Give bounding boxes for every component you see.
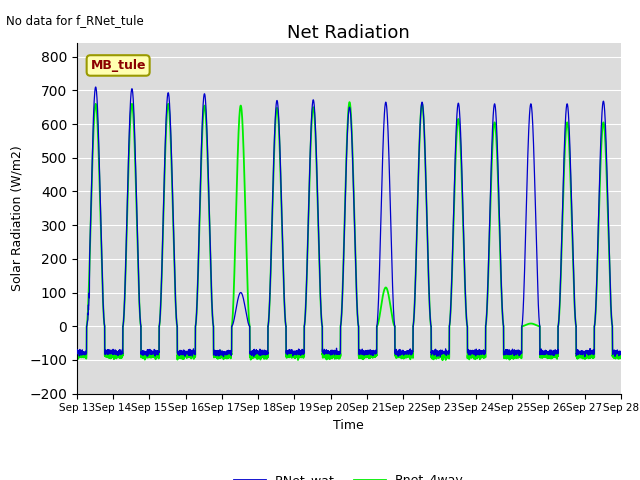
Y-axis label: Solar Radiation (W/m2): Solar Radiation (W/m2)	[10, 145, 24, 291]
Legend: RNet_wat, Rnet_4way: RNet_wat, Rnet_4way	[229, 469, 468, 480]
Text: MB_tule: MB_tule	[90, 59, 146, 72]
Title: Net Radiation: Net Radiation	[287, 24, 410, 42]
X-axis label: Time: Time	[333, 419, 364, 432]
Text: No data for f_RNet_tule: No data for f_RNet_tule	[6, 14, 144, 27]
